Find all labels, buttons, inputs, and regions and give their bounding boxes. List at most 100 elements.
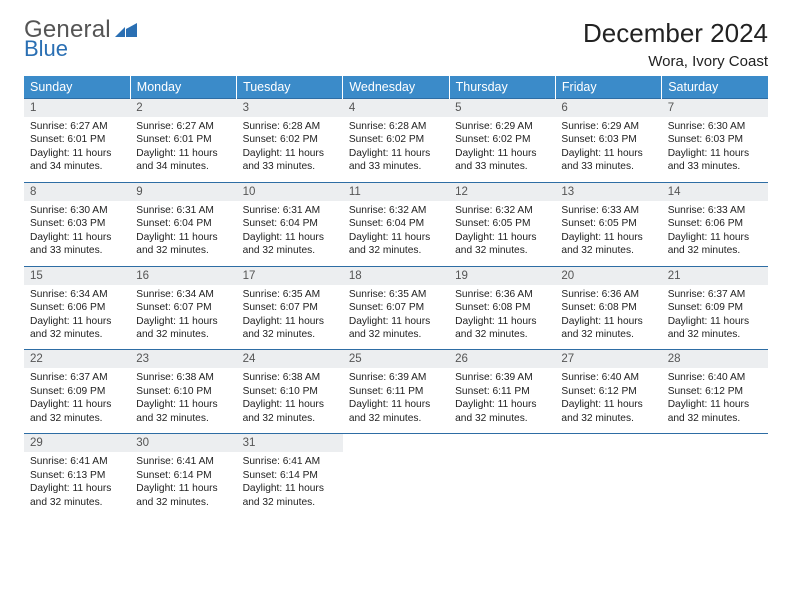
day-body-row: Sunrise: 6:27 AMSunset: 6:01 PMDaylight:… bbox=[24, 117, 768, 182]
empty-cell bbox=[662, 452, 768, 517]
weekday-row: SundayMondayTuesdayWednesdayThursdayFrid… bbox=[24, 76, 768, 99]
day-body: Sunrise: 6:39 AMSunset: 6:11 PMDaylight:… bbox=[449, 368, 555, 433]
day-body: Sunrise: 6:32 AMSunset: 6:04 PMDaylight:… bbox=[343, 201, 449, 266]
weekday-header: Sunday bbox=[24, 76, 130, 99]
day-number: 23 bbox=[130, 350, 236, 368]
day-number: 21 bbox=[662, 267, 768, 285]
day-number: 13 bbox=[555, 183, 661, 201]
day-body-cell: Sunrise: 6:30 AMSunset: 6:03 PMDaylight:… bbox=[24, 201, 130, 266]
weekday-header: Friday bbox=[555, 76, 661, 99]
day-number: 22 bbox=[24, 350, 130, 368]
day-body: Sunrise: 6:27 AMSunset: 6:01 PMDaylight:… bbox=[130, 117, 236, 182]
title-block: December 2024 Wora, Ivory Coast bbox=[583, 18, 768, 70]
day-number: 20 bbox=[555, 267, 661, 285]
daynum-row: 1234567 bbox=[24, 99, 768, 118]
day-number: 31 bbox=[237, 434, 343, 452]
day-body-row: Sunrise: 6:37 AMSunset: 6:09 PMDaylight:… bbox=[24, 368, 768, 433]
day-body-cell: Sunrise: 6:31 AMSunset: 6:04 PMDaylight:… bbox=[237, 201, 343, 266]
day-body: Sunrise: 6:35 AMSunset: 6:07 PMDaylight:… bbox=[237, 285, 343, 350]
day-number-cell: 26 bbox=[449, 350, 555, 369]
day-body: Sunrise: 6:36 AMSunset: 6:08 PMDaylight:… bbox=[449, 285, 555, 350]
day-body-cell: Sunrise: 6:31 AMSunset: 6:04 PMDaylight:… bbox=[130, 201, 236, 266]
day-number-cell: 3 bbox=[237, 99, 343, 118]
day-body-cell: Sunrise: 6:32 AMSunset: 6:05 PMDaylight:… bbox=[449, 201, 555, 266]
day-body-cell: Sunrise: 6:40 AMSunset: 6:12 PMDaylight:… bbox=[555, 368, 661, 433]
day-body-cell: Sunrise: 6:33 AMSunset: 6:06 PMDaylight:… bbox=[662, 201, 768, 266]
day-number-cell: 9 bbox=[130, 182, 236, 201]
empty-cell bbox=[555, 434, 661, 453]
day-body-cell: Sunrise: 6:33 AMSunset: 6:05 PMDaylight:… bbox=[555, 201, 661, 266]
day-body-row: Sunrise: 6:30 AMSunset: 6:03 PMDaylight:… bbox=[24, 201, 768, 266]
day-number-cell: 20 bbox=[555, 266, 661, 285]
day-number-cell: 6 bbox=[555, 99, 661, 118]
day-number-cell: 2 bbox=[130, 99, 236, 118]
day-body: Sunrise: 6:37 AMSunset: 6:09 PMDaylight:… bbox=[662, 285, 768, 350]
day-body: Sunrise: 6:28 AMSunset: 6:02 PMDaylight:… bbox=[343, 117, 449, 182]
day-body-cell: Sunrise: 6:28 AMSunset: 6:02 PMDaylight:… bbox=[343, 117, 449, 182]
daynum-row: 15161718192021 bbox=[24, 266, 768, 285]
day-body-cell: Sunrise: 6:30 AMSunset: 6:03 PMDaylight:… bbox=[662, 117, 768, 182]
weekday-header: Tuesday bbox=[237, 76, 343, 99]
day-body: Sunrise: 6:32 AMSunset: 6:05 PMDaylight:… bbox=[449, 201, 555, 266]
day-number-cell: 5 bbox=[449, 99, 555, 118]
day-body: Sunrise: 6:38 AMSunset: 6:10 PMDaylight:… bbox=[130, 368, 236, 433]
logo-mark-icon bbox=[115, 21, 137, 41]
day-number: 8 bbox=[24, 183, 130, 201]
day-number-cell: 25 bbox=[343, 350, 449, 369]
day-number-cell: 17 bbox=[237, 266, 343, 285]
day-number: 17 bbox=[237, 267, 343, 285]
day-body-cell: Sunrise: 6:29 AMSunset: 6:02 PMDaylight:… bbox=[449, 117, 555, 182]
day-body-cell: Sunrise: 6:41 AMSunset: 6:14 PMDaylight:… bbox=[237, 452, 343, 517]
day-body: Sunrise: 6:35 AMSunset: 6:07 PMDaylight:… bbox=[343, 285, 449, 350]
day-number-cell: 28 bbox=[662, 350, 768, 369]
day-body-cell: Sunrise: 6:34 AMSunset: 6:07 PMDaylight:… bbox=[130, 285, 236, 350]
day-body: Sunrise: 6:31 AMSunset: 6:04 PMDaylight:… bbox=[237, 201, 343, 266]
day-number: 26 bbox=[449, 350, 555, 368]
day-number-cell: 13 bbox=[555, 182, 661, 201]
empty-cell bbox=[662, 434, 768, 453]
day-body-cell: Sunrise: 6:40 AMSunset: 6:12 PMDaylight:… bbox=[662, 368, 768, 433]
day-body-cell: Sunrise: 6:35 AMSunset: 6:07 PMDaylight:… bbox=[237, 285, 343, 350]
day-body: Sunrise: 6:31 AMSunset: 6:04 PMDaylight:… bbox=[130, 201, 236, 266]
month-title: December 2024 bbox=[583, 18, 768, 49]
calendar-body: 1234567Sunrise: 6:27 AMSunset: 6:01 PMDa… bbox=[24, 99, 768, 518]
day-body-row: Sunrise: 6:34 AMSunset: 6:06 PMDaylight:… bbox=[24, 285, 768, 350]
day-number: 9 bbox=[130, 183, 236, 201]
day-body-cell: Sunrise: 6:34 AMSunset: 6:06 PMDaylight:… bbox=[24, 285, 130, 350]
day-body: Sunrise: 6:33 AMSunset: 6:05 PMDaylight:… bbox=[555, 201, 661, 266]
day-number-cell: 7 bbox=[662, 99, 768, 118]
day-number-cell: 22 bbox=[24, 350, 130, 369]
day-number: 1 bbox=[24, 99, 130, 117]
day-body-cell: Sunrise: 6:27 AMSunset: 6:01 PMDaylight:… bbox=[24, 117, 130, 182]
day-number-cell: 29 bbox=[24, 434, 130, 453]
day-body: Sunrise: 6:40 AMSunset: 6:12 PMDaylight:… bbox=[555, 368, 661, 433]
day-body-cell: Sunrise: 6:41 AMSunset: 6:13 PMDaylight:… bbox=[24, 452, 130, 517]
day-number: 24 bbox=[237, 350, 343, 368]
day-number: 18 bbox=[343, 267, 449, 285]
day-body: Sunrise: 6:41 AMSunset: 6:14 PMDaylight:… bbox=[130, 452, 236, 517]
day-body: Sunrise: 6:29 AMSunset: 6:03 PMDaylight:… bbox=[555, 117, 661, 182]
day-number: 4 bbox=[343, 99, 449, 117]
day-number: 14 bbox=[662, 183, 768, 201]
day-number: 15 bbox=[24, 267, 130, 285]
day-body-cell: Sunrise: 6:32 AMSunset: 6:04 PMDaylight:… bbox=[343, 201, 449, 266]
day-number-cell: 1 bbox=[24, 99, 130, 118]
day-number-cell: 14 bbox=[662, 182, 768, 201]
day-body: Sunrise: 6:30 AMSunset: 6:03 PMDaylight:… bbox=[24, 201, 130, 266]
day-body-cell: Sunrise: 6:39 AMSunset: 6:11 PMDaylight:… bbox=[343, 368, 449, 433]
location: Wora, Ivory Coast bbox=[583, 53, 768, 70]
day-body: Sunrise: 6:40 AMSunset: 6:12 PMDaylight:… bbox=[662, 368, 768, 433]
day-number-cell: 18 bbox=[343, 266, 449, 285]
day-number-cell: 24 bbox=[237, 350, 343, 369]
day-body-cell: Sunrise: 6:27 AMSunset: 6:01 PMDaylight:… bbox=[130, 117, 236, 182]
day-body-cell: Sunrise: 6:38 AMSunset: 6:10 PMDaylight:… bbox=[130, 368, 236, 433]
day-number-cell: 19 bbox=[449, 266, 555, 285]
day-number-cell: 15 bbox=[24, 266, 130, 285]
empty-cell bbox=[449, 452, 555, 517]
day-number: 7 bbox=[662, 99, 768, 117]
day-body: Sunrise: 6:29 AMSunset: 6:02 PMDaylight:… bbox=[449, 117, 555, 182]
calendar-table: SundayMondayTuesdayWednesdayThursdayFrid… bbox=[24, 76, 768, 517]
day-body: Sunrise: 6:38 AMSunset: 6:10 PMDaylight:… bbox=[237, 368, 343, 433]
day-number: 29 bbox=[24, 434, 130, 452]
day-number: 16 bbox=[130, 267, 236, 285]
